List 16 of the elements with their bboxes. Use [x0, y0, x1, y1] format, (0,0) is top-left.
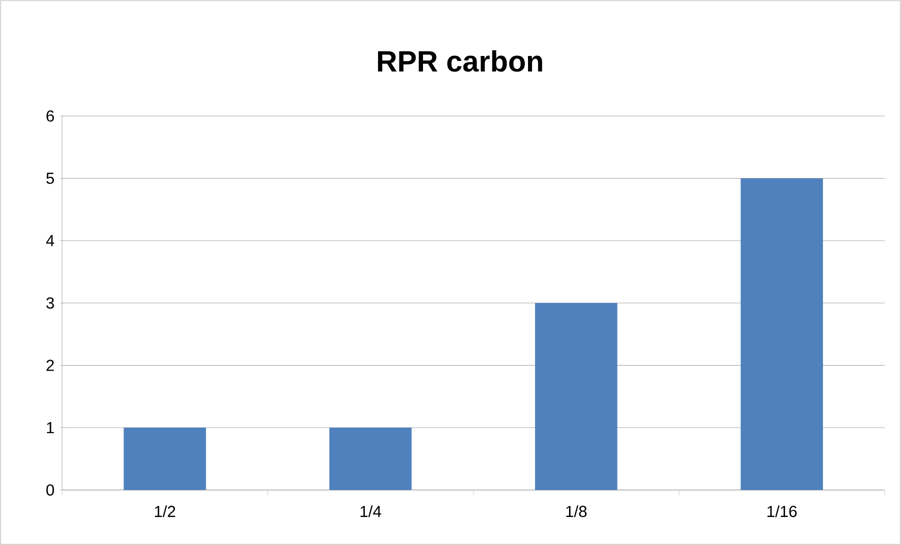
y-tick-label: 4: [46, 235, 54, 246]
y-tick-label: 1: [46, 422, 54, 434]
bar: [535, 302, 618, 490]
chart-title: RPR carbon: [378, 50, 542, 72]
bar: [124, 428, 206, 490]
x-tick-label: 1/2: [154, 505, 176, 518]
x-tick-label: 1/16: [767, 505, 797, 518]
x-tick-label: 1/4: [360, 505, 382, 518]
bar: [329, 428, 412, 490]
bar: [740, 178, 823, 490]
y-tick-label: 5: [46, 172, 54, 184]
x-tick-label: 1/8: [566, 505, 587, 518]
y-tick-label: 3: [46, 297, 54, 309]
y-tick-label: 0: [46, 484, 54, 496]
y-tick-label: 6: [46, 110, 54, 122]
y-tick-label: 2: [46, 360, 54, 371]
